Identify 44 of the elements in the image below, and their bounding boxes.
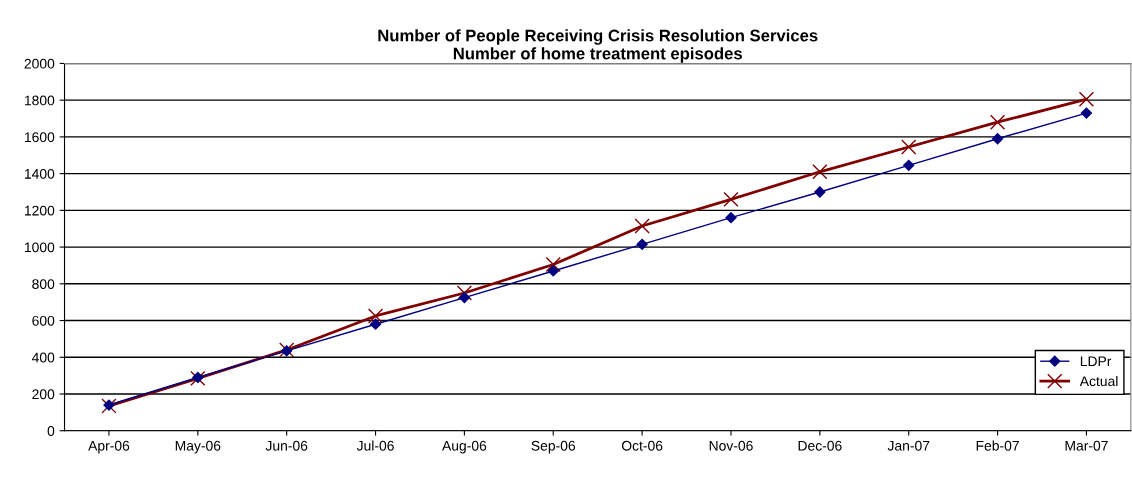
point (814, 186, 826, 198)
x-tick-label: Apr-06 (88, 440, 130, 454)
y-tick-label: 1200 (24, 205, 55, 216)
point (812, 164, 828, 180)
y-tick-label: 2000 (24, 58, 55, 69)
point (991, 133, 1004, 145)
x-tick-label: Sep-06 (531, 440, 576, 454)
chart-title: Number of People Receiving Crisis Resolution Services Number of home treatment episodes (378, 29, 818, 63)
point (901, 139, 917, 155)
x-tick-label: Jan-07 (887, 440, 930, 451)
x-tick-label: May-06 (175, 440, 221, 454)
point (456, 285, 473, 301)
y-tick-label: 800 (32, 279, 55, 289)
x-tick-label: Mar-07 (1065, 440, 1108, 451)
legend-label: Actual (1079, 375, 1118, 387)
x-tick-label: Oct-06 (621, 440, 663, 451)
point (547, 265, 559, 277)
x-tick-label: Dec-06 (798, 440, 842, 451)
point (1078, 91, 1095, 107)
point (458, 291, 471, 304)
point (903, 159, 915, 171)
point (545, 256, 561, 273)
point (367, 308, 384, 324)
y-tick-label: 600 (32, 315, 55, 326)
point (723, 191, 739, 207)
point (369, 318, 382, 330)
y-tick-label: 1800 (24, 95, 55, 106)
x-tick-label: Feb-07 (976, 440, 1019, 451)
y-tick-label: 1600 (24, 132, 55, 143)
point (1080, 107, 1093, 119)
y-tick-label: 200 (32, 389, 55, 400)
y-tick-label: 1000 (24, 242, 55, 253)
point (636, 238, 648, 250)
y-tick-label: 400 (31, 352, 55, 363)
point (989, 114, 1006, 130)
point (725, 212, 737, 224)
x-tick-label: Nov-06 (709, 440, 753, 451)
point (634, 218, 650, 234)
y-tick-label: 1400 (24, 168, 55, 179)
x-tick-label: Aug-06 (442, 440, 487, 454)
x-tick-label: Jul-06 (356, 440, 394, 451)
legend-label: LDPr (1080, 356, 1112, 367)
y-tick-label: 0 (47, 426, 55, 436)
x-tick-label: Jun-06 (265, 440, 308, 451)
